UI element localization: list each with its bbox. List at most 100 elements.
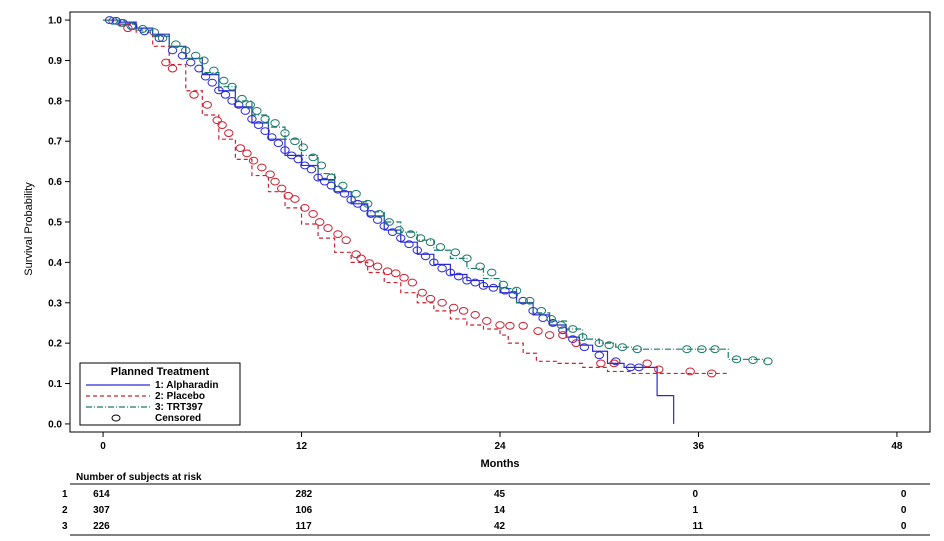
- x-tick-label: 12: [296, 441, 308, 452]
- censor-marker-series-1: [594, 351, 604, 360]
- risk-row-label: 3: [62, 521, 68, 532]
- censor-marker-series-3: [617, 343, 628, 352]
- y-tick-label: 0.8: [48, 96, 62, 107]
- censor-marker-series-1: [478, 281, 489, 290]
- censor-marker-series-3: [697, 345, 707, 354]
- censor-marker-series-1: [326, 181, 337, 190]
- censor-marker-series-3: [108, 16, 118, 25]
- censor-marker-series-3: [149, 28, 160, 37]
- censor-marker-series-3: [682, 345, 692, 354]
- censor-marker-series-2: [571, 339, 581, 348]
- censor-marker-series-1: [568, 335, 578, 344]
- censor-marker-series-3: [498, 280, 509, 289]
- censor-marker-series-3: [209, 66, 219, 75]
- censor-marker-series-2: [257, 163, 267, 172]
- censor-marker-series-2: [382, 267, 393, 276]
- censor-marker-series-1: [186, 58, 196, 67]
- censor-marker-series-1: [445, 268, 456, 277]
- censor-marker-series-3: [260, 115, 270, 123]
- risk-cell: 614: [93, 489, 110, 500]
- censor-marker-series-2: [596, 359, 606, 368]
- censor-marker-series-2: [391, 269, 401, 278]
- censor-marker-series-3: [632, 345, 642, 354]
- censor-marker-series-1: [293, 155, 303, 164]
- risk-cell: 14: [494, 505, 506, 516]
- y-tick-label: 0.1: [48, 379, 62, 390]
- censor-marker-series-3: [435, 243, 446, 251]
- legend-label-trt397: 3: TRT397: [155, 402, 203, 413]
- censor-marker-series-3: [245, 100, 255, 109]
- censor-marker-series-3: [731, 355, 742, 364]
- censor-marker-series-2: [300, 203, 310, 212]
- legend-box: [79, 362, 241, 426]
- censor-marker-series-1: [280, 146, 290, 155]
- censor-marker-series-2: [161, 58, 171, 67]
- censor-marker-series-1: [518, 296, 528, 305]
- censor-marker-series-1: [154, 34, 165, 43]
- censor-marker-series-2: [407, 278, 418, 287]
- censor-marker-series-3: [525, 296, 535, 305]
- censor-marker-series-2: [270, 177, 280, 186]
- censor-marker-series-1: [200, 72, 211, 81]
- risk-table: Number of subjects at risk 1 614 282 45 0 0 2 3…: [62, 472, 930, 536]
- y-axis-label: Survival Probability: [23, 182, 35, 276]
- censor-marker-series-3: [338, 181, 348, 190]
- censor-marker-series-2: [482, 317, 492, 325]
- censor-marker-series-1: [319, 177, 330, 186]
- censor-marker-series-1: [470, 278, 480, 287]
- censor-marker-series-2: [558, 331, 568, 339]
- censor-marker-series-3: [405, 230, 416, 239]
- x-tick-label: 36: [693, 441, 705, 452]
- censor-marker-series-1: [372, 216, 383, 224]
- censor-marker-series-2: [518, 321, 528, 330]
- censor-marker-series-1: [508, 290, 518, 299]
- censor-marker-series-1: [437, 264, 447, 273]
- censor-marker-series-2: [217, 121, 227, 129]
- censor-marker-series-1: [339, 189, 350, 198]
- censor-marker-series-1: [227, 96, 237, 105]
- censor-marker-series-2: [333, 230, 343, 239]
- censor-marker-series-2: [323, 224, 333, 232]
- censor-marker-series-1: [220, 90, 231, 99]
- censor-marker-series-3: [219, 76, 229, 85]
- censor-marker-series-1: [346, 195, 356, 204]
- censor-marker-series-3: [280, 129, 290, 138]
- legend-censored-marker: [111, 414, 121, 422]
- censor-marker-series-2: [123, 24, 133, 33]
- censor-marker-series-1: [260, 127, 270, 136]
- censor-marker-series-2: [533, 327, 543, 335]
- censor-marker-series-3: [138, 25, 148, 33]
- censor-marker-series-2: [425, 294, 436, 303]
- censor-marker-series-3: [511, 286, 522, 295]
- censor-markers: [104, 16, 773, 378]
- censor-marker-series-3: [604, 341, 614, 350]
- censor-marker-series-3: [450, 248, 461, 257]
- censor-marker-series-1: [353, 199, 363, 208]
- censor-marker-series-3: [536, 306, 547, 315]
- censor-marker-series-2: [685, 367, 695, 376]
- risk-cell: 0: [901, 489, 907, 500]
- y-tick-label: 1.0: [48, 16, 62, 27]
- censor-marker-series-1: [379, 222, 389, 230]
- censor-marker-series-3: [298, 143, 308, 152]
- survival-curve-series-2: [103, 19, 729, 375]
- risk-table-rows: 1 614 282 45 0 0 2 307 106 14 1 0 3 226 117 42 11 0: [62, 489, 907, 532]
- censor-marker-series-3: [475, 262, 485, 271]
- legend-label-censored: Censored: [155, 413, 201, 424]
- risk-cell: 42: [494, 521, 506, 532]
- y-tick-label: 0.0: [48, 419, 62, 430]
- legend: Planned Treatment 1: Alpharadin 2: Place…: [79, 362, 241, 426]
- censor-marker-series-1: [453, 272, 464, 281]
- censor-marker-series-3: [237, 94, 247, 103]
- censor-marker-series-1: [247, 115, 257, 123]
- censor-marker-series-3: [594, 339, 604, 348]
- censor-marker-series-3: [425, 238, 436, 247]
- censor-marker-series-3: [748, 356, 758, 365]
- risk-cell: 1: [692, 505, 698, 516]
- censor-marker-series-3: [199, 56, 209, 65]
- censor-marker-series-1: [267, 133, 277, 142]
- censor-marker-series-1: [300, 161, 310, 170]
- censor-marker-series-3: [316, 161, 327, 170]
- censor-marker-series-3: [546, 315, 556, 323]
- x-axis-ticks: 0 12 24 36 48: [100, 432, 903, 452]
